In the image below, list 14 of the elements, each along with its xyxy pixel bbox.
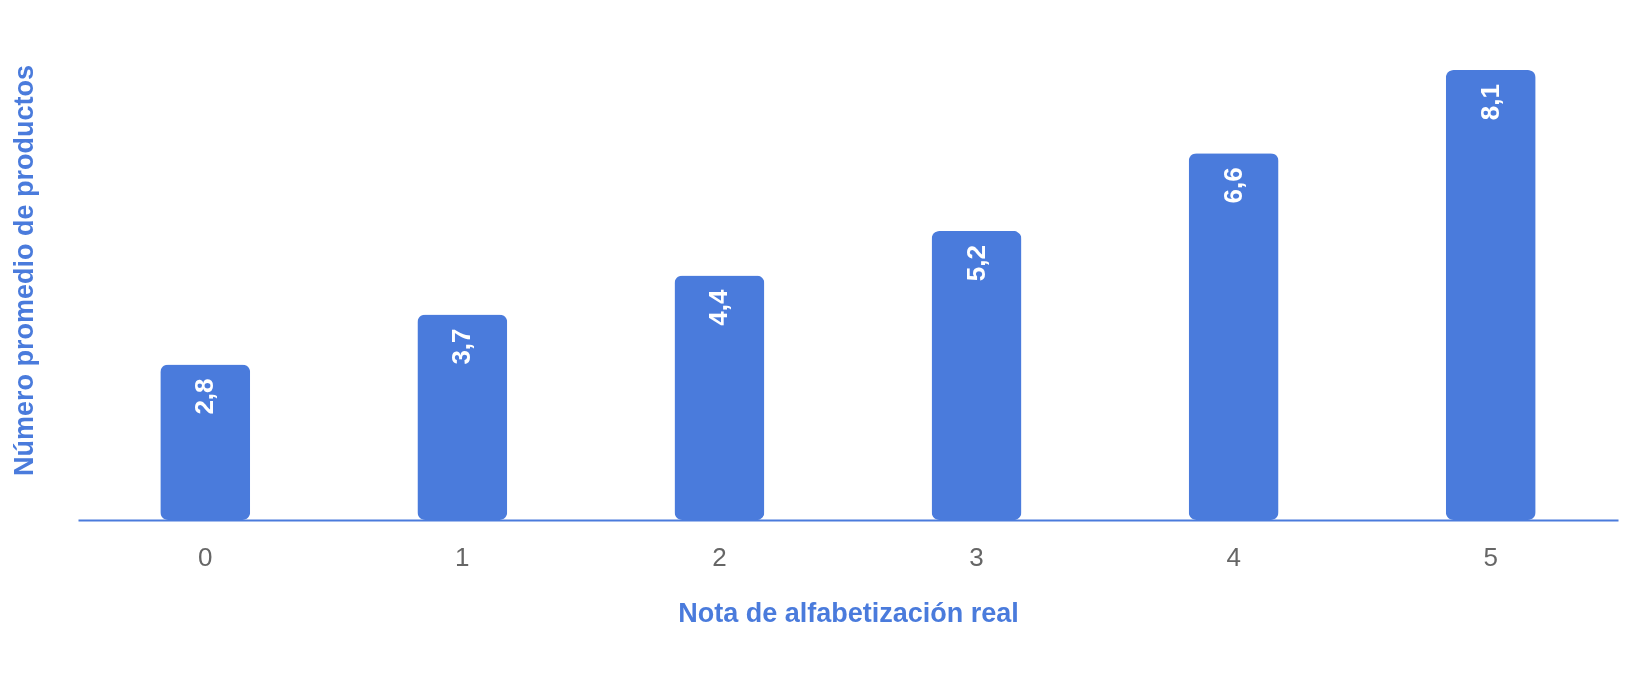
data-label: 2,8 [189,378,220,415]
data-label: 6,6 [1217,167,1248,204]
data-label: 5,2 [960,245,991,282]
x-tick-label: 5 [1483,541,1498,572]
x-tick-label: 0 [198,541,213,572]
x-tick-label: 3 [969,541,984,572]
data-label: 3,7 [446,328,477,365]
x-axis-title: Nota de alfabetización real [678,597,1019,628]
y-axis-title: Número promedio de productos [8,64,39,477]
data-label: 4,4 [703,289,734,326]
x-tick-label: 1 [455,541,470,572]
data-label: 8,1 [1474,84,1505,121]
x-tick-label: 2 [712,541,727,572]
x-tick-label: 4 [1226,541,1241,572]
